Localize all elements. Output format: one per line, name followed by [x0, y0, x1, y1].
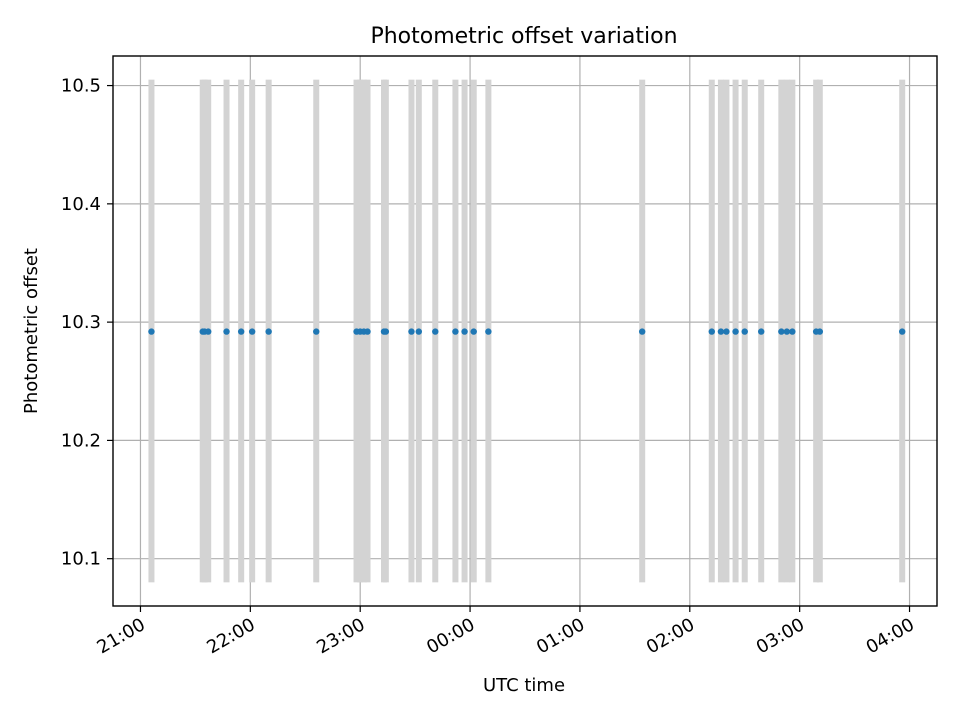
x-tick-label: 22:00 [203, 614, 258, 658]
x-tick-label: 02:00 [643, 614, 698, 658]
data-point [265, 328, 272, 335]
x-tick-label: 00:00 [423, 614, 478, 658]
data-point [248, 328, 256, 335]
x-tick-label: 04:00 [863, 614, 918, 658]
chart-title: Photometric offset variation [370, 24, 677, 49]
x-tick-label: 01:00 [533, 614, 588, 658]
data-point [452, 328, 459, 335]
data-point [313, 328, 320, 335]
data-point [717, 328, 725, 335]
data-point [432, 328, 439, 335]
data-point [470, 328, 477, 335]
data-point [205, 328, 212, 335]
data-point [789, 328, 796, 335]
data-point [364, 328, 371, 335]
x-axis-label: UTC time [483, 675, 565, 696]
data-point [741, 328, 748, 335]
data-points [148, 328, 906, 335]
data-point [899, 328, 906, 335]
data-point [408, 328, 415, 335]
y-tick-label: 10.3 [61, 312, 101, 333]
y-tick-label: 10.2 [61, 430, 101, 451]
data-point [485, 328, 492, 335]
data-point [778, 328, 785, 335]
data-point [461, 328, 468, 335]
data-point [708, 328, 715, 335]
data-point [237, 328, 245, 335]
data-point [382, 328, 390, 335]
x-tick-label: 03:00 [753, 614, 808, 658]
y-tick-label: 10.1 [61, 549, 101, 570]
data-point [723, 328, 730, 335]
data-point [816, 328, 824, 335]
data-point [223, 328, 230, 335]
plot-frame [112, 55, 938, 607]
data-point [783, 328, 791, 335]
x-tick-label: 23:00 [313, 614, 368, 658]
data-point [148, 328, 155, 335]
data-point [758, 328, 765, 335]
y-tick-label: 10.4 [61, 194, 101, 215]
y-tick-label: 10.5 [61, 76, 101, 97]
x-tick-label: 21:00 [94, 614, 149, 658]
data-point [415, 328, 422, 335]
y-axis-label: Photometric offset [21, 248, 42, 414]
data-point [732, 328, 739, 335]
data-point [638, 328, 646, 335]
